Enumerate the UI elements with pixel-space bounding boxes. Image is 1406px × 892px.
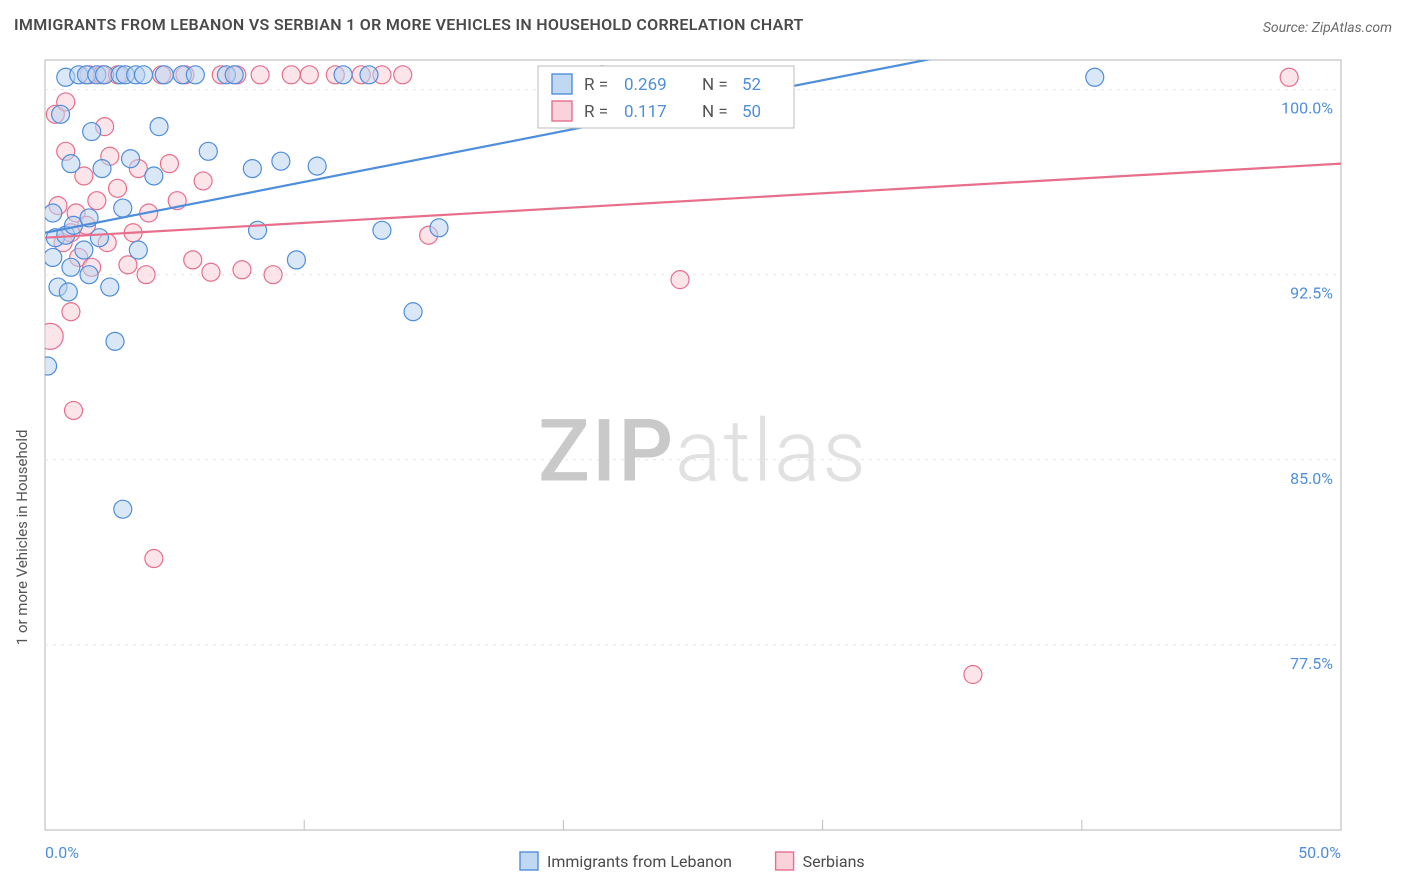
point-serbian — [184, 251, 202, 269]
point-lebanon — [225, 66, 243, 84]
stats-R-label: R = — [584, 75, 608, 95]
point-serbian — [88, 192, 106, 210]
legend-swatch-lebanon — [520, 852, 538, 870]
point-lebanon — [373, 221, 391, 239]
point-lebanon — [1086, 68, 1104, 86]
point-lebanon — [150, 118, 168, 136]
ytick-label: 85.0% — [1290, 469, 1333, 488]
point-serbian — [109, 179, 127, 197]
y-axis-label: 1 or more Vehicles in Household — [13, 430, 31, 646]
xtick-label: 50.0% — [1298, 843, 1341, 862]
point-lebanon — [155, 66, 173, 84]
point-serbian — [65, 401, 83, 419]
xtick-label: 0.0% — [45, 843, 79, 862]
stats-R-value-serbian: 0.117 — [624, 102, 667, 122]
stats-swatch-serbian — [552, 101, 572, 121]
point-lebanon — [272, 152, 290, 170]
point-serbian — [1280, 68, 1298, 86]
stats-N-label: N = — [702, 75, 728, 95]
point-serbian — [145, 550, 163, 568]
point-serbian — [160, 155, 178, 173]
legend-label-serbian: Serbians — [803, 852, 865, 871]
point-lebanon — [145, 167, 163, 185]
point-lebanon — [101, 278, 119, 296]
point-lebanon — [52, 105, 70, 123]
ytick-label: 77.5% — [1290, 654, 1333, 673]
point-lebanon — [199, 142, 217, 160]
chart-title: IMMIGRANTS FROM LEBANON VS SERBIAN 1 OR … — [14, 15, 804, 34]
ytick-label: 100.0% — [1281, 99, 1333, 118]
point-lebanon — [44, 248, 62, 266]
point-serbian — [251, 66, 269, 84]
point-lebanon — [39, 357, 57, 375]
stats-R-value-lebanon: 0.269 — [624, 75, 667, 95]
point-lebanon — [122, 150, 140, 168]
source-label: Source: ZipAtlas.com — [1263, 20, 1392, 36]
point-lebanon — [62, 258, 80, 276]
point-lebanon — [186, 66, 204, 84]
correlation-chart: IMMIGRANTS FROM LEBANON VS SERBIAN 1 OR … — [0, 0, 1406, 892]
point-lebanon — [404, 303, 422, 321]
point-lebanon — [90, 229, 108, 247]
stats-N-value-serbian: 50 — [742, 102, 761, 122]
point-lebanon — [430, 219, 448, 237]
point-lebanon — [75, 241, 93, 259]
point-lebanon — [80, 266, 98, 284]
stats-R-label: R = — [584, 102, 608, 122]
stats-N-value-lebanon: 52 — [742, 75, 761, 95]
point-lebanon — [129, 241, 147, 259]
point-lebanon — [287, 251, 305, 269]
point-lebanon — [62, 155, 80, 173]
point-serbian — [202, 263, 220, 281]
point-serbian — [282, 66, 300, 84]
point-serbian — [233, 261, 251, 279]
point-serbian — [671, 271, 689, 289]
point-serbian — [37, 323, 63, 349]
point-serbian — [300, 66, 318, 84]
legend-label-lebanon: Immigrants from Lebanon — [547, 852, 732, 871]
point-serbian — [964, 666, 982, 684]
point-serbian — [394, 66, 412, 84]
point-lebanon — [59, 283, 77, 301]
point-lebanon — [249, 221, 267, 239]
point-serbian — [264, 266, 282, 284]
point-serbian — [137, 266, 155, 284]
point-serbian — [62, 303, 80, 321]
stats-swatch-lebanon — [552, 74, 572, 94]
point-lebanon — [106, 332, 124, 350]
series-lebanon — [39, 66, 1104, 518]
point-lebanon — [334, 66, 352, 84]
point-lebanon — [360, 66, 378, 84]
point-lebanon — [44, 204, 62, 222]
point-lebanon — [243, 160, 261, 178]
stats-N-label: N = — [702, 102, 728, 122]
point-lebanon — [114, 199, 132, 217]
point-lebanon — [83, 123, 101, 141]
ytick-label: 92.5% — [1290, 284, 1333, 303]
point-lebanon — [134, 66, 152, 84]
series-serbian — [37, 66, 1298, 684]
point-lebanon — [93, 160, 111, 178]
point-lebanon — [308, 157, 326, 175]
point-serbian — [194, 172, 212, 190]
legend-swatch-serbian — [776, 852, 794, 870]
regression-serbian — [45, 164, 1341, 238]
point-lebanon — [114, 500, 132, 518]
